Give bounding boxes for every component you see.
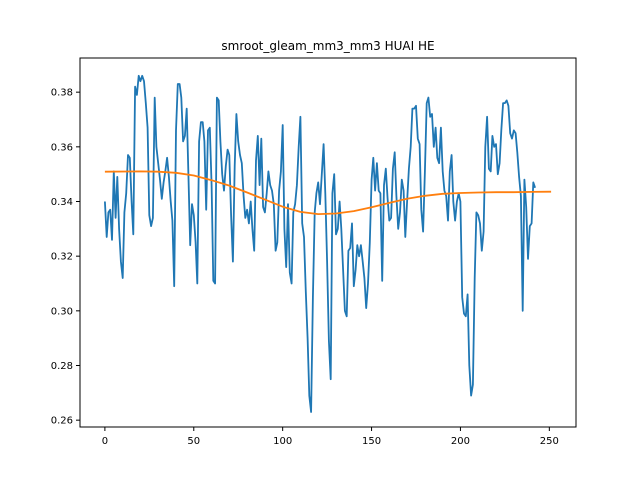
y-axis: 0.26 0.28 0.30 0.32 0.34 0.36 0.38: [51, 88, 80, 427]
axes-frame: [79, 57, 577, 428]
series-line-2: [104, 170, 552, 216]
y-tick-label: 0.26: [51, 416, 73, 427]
series-line-1: [104, 74, 536, 413]
plot-area: [104, 74, 552, 413]
y-tick-label: 0.38: [51, 88, 73, 99]
x-tick-label: 250: [540, 436, 559, 447]
x-tick-label: 0: [102, 436, 108, 447]
x-tick-label: 50: [187, 436, 200, 447]
x-tick-label: 150: [362, 436, 381, 447]
y-tick-label: 0.32: [51, 252, 73, 263]
y-tick-label: 0.36: [51, 142, 73, 153]
y-tick-label: 0.34: [51, 197, 73, 208]
chart-title: smroot_gleam_mm3_mm3 HUAI HE: [221, 39, 434, 53]
y-tick-label: 0.30: [51, 306, 73, 317]
x-axis: 0 50 100 150 200 250: [102, 427, 559, 447]
x-tick-label: 100: [273, 436, 292, 447]
y-tick-label: 0.28: [51, 361, 73, 372]
x-tick-label: 200: [451, 436, 470, 447]
